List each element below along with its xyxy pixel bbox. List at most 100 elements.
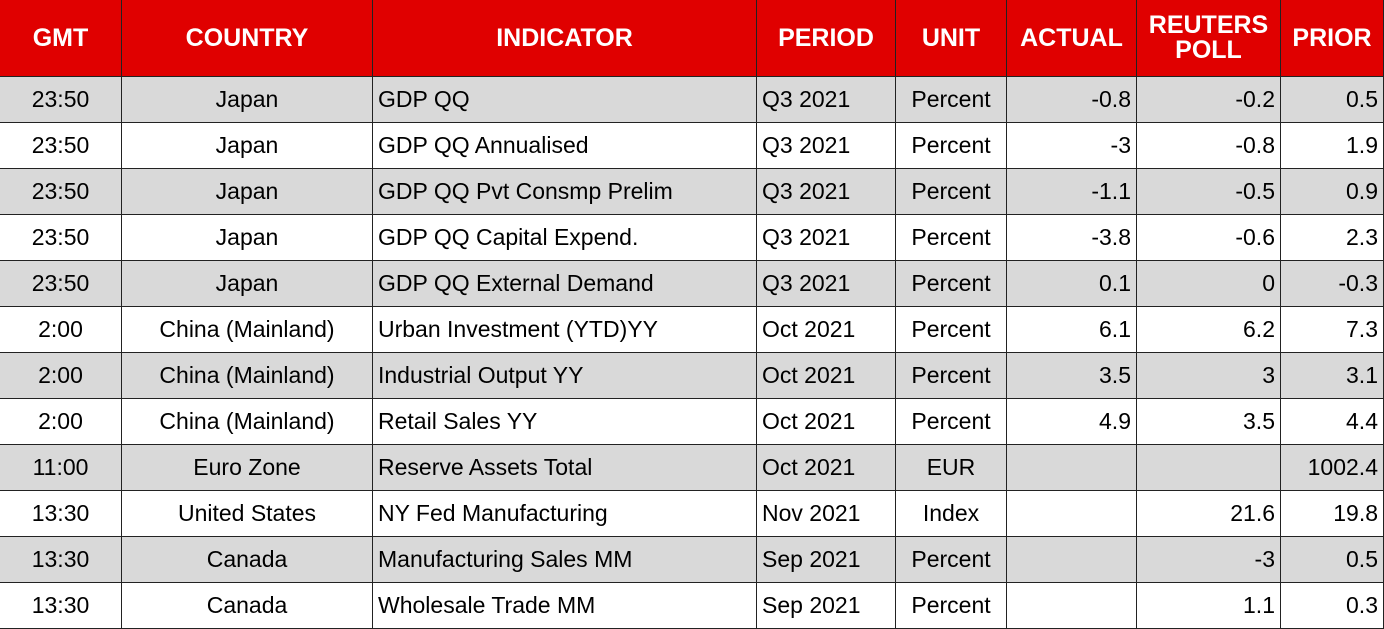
cell: -0.6 <box>1137 215 1281 261</box>
cell: NY Fed Manufacturing <box>373 491 757 537</box>
cell: 2:00 <box>0 353 122 399</box>
cell: China (Mainland) <box>122 353 373 399</box>
cell: Q3 2021 <box>757 215 896 261</box>
cell: Percent <box>896 169 1007 215</box>
cell: 23:50 <box>0 169 122 215</box>
cell: Q3 2021 <box>757 169 896 215</box>
cell: 1.1 <box>1137 583 1281 629</box>
cell: Nov 2021 <box>757 491 896 537</box>
cell: 0.5 <box>1281 537 1384 583</box>
cell: -3 <box>1007 123 1137 169</box>
cell: Sep 2021 <box>757 583 896 629</box>
cell: GDP QQ Annualised <box>373 123 757 169</box>
cell: 2.3 <box>1281 215 1384 261</box>
cell: 0.3 <box>1281 583 1384 629</box>
cell: Percent <box>896 353 1007 399</box>
cell: 2:00 <box>0 399 122 445</box>
cell: 13:30 <box>0 583 122 629</box>
cell: Japan <box>122 123 373 169</box>
cell: 19.8 <box>1281 491 1384 537</box>
cell: 23:50 <box>0 215 122 261</box>
cell: Industrial Output YY <box>373 353 757 399</box>
cell: Retail Sales YY <box>373 399 757 445</box>
cell: 11:00 <box>0 445 122 491</box>
header-cell: PRIOR <box>1281 0 1384 77</box>
cell: China (Mainland) <box>122 399 373 445</box>
cell: Reserve Assets Total <box>373 445 757 491</box>
header-cell: COUNTRY <box>122 0 373 77</box>
cell: Manufacturing Sales MM <box>373 537 757 583</box>
empty-cell <box>1007 445 1137 491</box>
cell: Oct 2021 <box>757 399 896 445</box>
cell: 6.1 <box>1007 307 1137 353</box>
cell: 3.1 <box>1281 353 1384 399</box>
cell: Q3 2021 <box>757 261 896 307</box>
cell: 0.1 <box>1007 261 1137 307</box>
cell: 0.5 <box>1281 77 1384 123</box>
cell: -0.2 <box>1137 77 1281 123</box>
cell: Percent <box>896 583 1007 629</box>
header-cell: ACTUAL <box>1007 0 1137 77</box>
cell: Percent <box>896 261 1007 307</box>
cell: Japan <box>122 215 373 261</box>
cell: Index <box>896 491 1007 537</box>
cell: -1.1 <box>1007 169 1137 215</box>
cell: Urban Investment (YTD)YY <box>373 307 757 353</box>
cell: Oct 2021 <box>757 307 896 353</box>
cell: Euro Zone <box>122 445 373 491</box>
cell: 0 <box>1137 261 1281 307</box>
cell: -0.3 <box>1281 261 1384 307</box>
cell: EUR <box>896 445 1007 491</box>
cell: -0.8 <box>1137 123 1281 169</box>
cell: Percent <box>896 399 1007 445</box>
cell: 3 <box>1137 353 1281 399</box>
cell: Japan <box>122 77 373 123</box>
cell: -0.8 <box>1007 77 1137 123</box>
cell: 0.9 <box>1281 169 1384 215</box>
header-cell: UNIT <box>896 0 1007 77</box>
cell: -3 <box>1137 537 1281 583</box>
cell: 13:30 <box>0 491 122 537</box>
cell: Percent <box>896 123 1007 169</box>
cell: Canada <box>122 537 373 583</box>
cell: Oct 2021 <box>757 445 896 491</box>
cell: Oct 2021 <box>757 353 896 399</box>
cell: 1.9 <box>1281 123 1384 169</box>
empty-cell <box>1007 491 1137 537</box>
cell: 13:30 <box>0 537 122 583</box>
cell: Percent <box>896 537 1007 583</box>
cell: Wholesale Trade MM <box>373 583 757 629</box>
cell: -0.5 <box>1137 169 1281 215</box>
cell: Japan <box>122 261 373 307</box>
cell: Sep 2021 <box>757 537 896 583</box>
cell: 1002.4 <box>1281 445 1384 491</box>
cell: Canada <box>122 583 373 629</box>
cell: Percent <box>896 77 1007 123</box>
header-cell: INDICATOR <box>373 0 757 77</box>
cell: Q3 2021 <box>757 123 896 169</box>
empty-cell <box>1007 537 1137 583</box>
cell: 4.9 <box>1007 399 1137 445</box>
cell: -3.8 <box>1007 215 1137 261</box>
cell: 21.6 <box>1137 491 1281 537</box>
cell: Percent <box>896 307 1007 353</box>
cell: 6.2 <box>1137 307 1281 353</box>
cell: 23:50 <box>0 123 122 169</box>
cell: 23:50 <box>0 261 122 307</box>
cell: 4.4 <box>1281 399 1384 445</box>
cell: GDP QQ External Demand <box>373 261 757 307</box>
empty-cell <box>1137 445 1281 491</box>
cell: 23:50 <box>0 77 122 123</box>
cell: Q3 2021 <box>757 77 896 123</box>
cell: China (Mainland) <box>122 307 373 353</box>
header-cell: REUTERS POLL <box>1137 0 1281 77</box>
empty-cell <box>1007 583 1137 629</box>
cell: GDP QQ Capital Expend. <box>373 215 757 261</box>
cell: GDP QQ Pvt Consmp Prelim <box>373 169 757 215</box>
cell: United States <box>122 491 373 537</box>
header-cell: PERIOD <box>757 0 896 77</box>
cell: Percent <box>896 215 1007 261</box>
cell: 3.5 <box>1137 399 1281 445</box>
cell: 7.3 <box>1281 307 1384 353</box>
